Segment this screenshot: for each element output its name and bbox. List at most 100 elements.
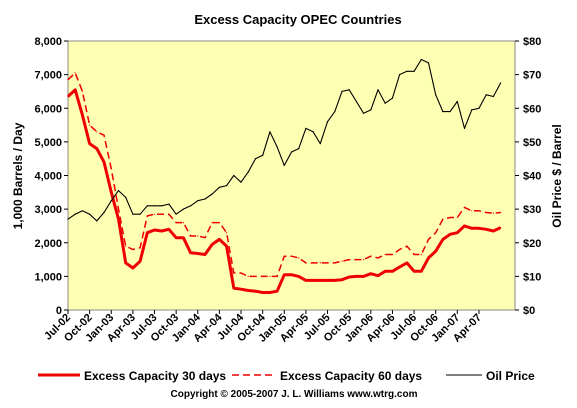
data-point-excess-60 [153, 213, 156, 215]
data-point-excess-60 [290, 255, 293, 257]
data-point-excess-60 [456, 216, 458, 219]
data-point-excess-30 [146, 232, 148, 234]
data-point-excess-30 [125, 262, 127, 264]
data-point-excess-60 [478, 210, 480, 212]
data-point-excess-60 [283, 255, 285, 257]
data-point-oil-price [226, 185, 228, 187]
data-point-excess-60 [182, 222, 184, 224]
data-point-excess-30 [305, 279, 307, 281]
data-point-oil-price [103, 211, 105, 214]
data-point-excess-30 [348, 276, 350, 278]
data-point-oil-price [182, 208, 184, 210]
data-point-oil-price [334, 111, 336, 113]
data-point-excess-30 [247, 289, 249, 292]
data-point-excess-30 [355, 275, 357, 277]
data-point-excess-60 [269, 275, 271, 277]
data-point-excess-30 [492, 230, 494, 232]
data-point-oil-price [161, 205, 163, 207]
data-point-excess-60 [305, 262, 307, 264]
data-point-excess-30 [175, 237, 177, 239]
data-point-excess-60 [492, 212, 494, 214]
legend: Excess Capacity 30 days Excess Capacity … [38, 369, 535, 383]
data-point-excess-30 [471, 227, 473, 229]
data-point-excess-30 [211, 243, 213, 245]
data-point-excess-60 [463, 206, 466, 208]
data-point-excess-30 [377, 275, 379, 277]
data-point-excess-60 [117, 208, 120, 210]
data-point-excess-60 [125, 245, 127, 247]
data-point-oil-price [298, 148, 300, 150]
data-point-excess-60 [363, 259, 365, 261]
data-point-oil-price [326, 121, 329, 123]
data-point-excess-30 [442, 238, 444, 240]
data-point-excess-60 [355, 259, 357, 261]
data-point-excess-60 [233, 272, 235, 274]
data-point-oil-price [449, 111, 451, 113]
data-point-excess-30 [254, 290, 257, 292]
data-point-oil-price [290, 151, 293, 153]
y2-tick-label: $20 [523, 238, 541, 250]
data-point-oil-price [456, 100, 458, 103]
data-point-excess-30 [276, 290, 278, 292]
data-point-excess-30 [168, 228, 170, 230]
data-point-oil-price [240, 181, 242, 183]
data-point-oil-price [233, 174, 235, 177]
data-point-excess-30 [298, 275, 300, 277]
data-point-oil-price [67, 218, 69, 220]
data-point-oil-price [406, 70, 408, 72]
data-point-oil-price [399, 74, 401, 76]
data-point-excess-60 [168, 213, 170, 215]
data-point-excess-30 [81, 114, 83, 116]
y-tick-label: 5,000 [34, 137, 62, 149]
data-point-excess-60 [240, 272, 242, 274]
plot-area [67, 40, 516, 311]
data-point-oil-price [153, 205, 156, 207]
data-point-excess-30 [117, 218, 120, 220]
series-layer [66, 58, 502, 294]
data-point-excess-60 [370, 255, 372, 257]
data-point-excess-60 [110, 168, 112, 170]
data-point-excess-30 [139, 260, 141, 262]
data-point-excess-60 [139, 247, 141, 249]
data-point-excess-30 [420, 270, 422, 272]
data-point-excess-60 [81, 90, 83, 92]
data-point-excess-30 [153, 229, 156, 231]
legend-label-excess-30: Excess Capacity 30 days [84, 369, 226, 383]
data-point-excess-30 [456, 232, 458, 234]
data-point-oil-price [89, 213, 91, 215]
data-point-excess-60 [326, 262, 329, 264]
data-point-excess-60 [435, 232, 437, 234]
data-point-oil-price [125, 196, 127, 198]
y-tick-label: 4,000 [34, 171, 62, 183]
data-point-excess-30 [406, 262, 408, 264]
y-tick-label: 2,000 [34, 238, 62, 250]
y2-tick-label: $30 [523, 204, 541, 216]
data-point-excess-60 [377, 257, 379, 259]
legend-label-excess-60: Excess Capacity 60 days [280, 369, 422, 383]
y-tick-label: 0 [56, 305, 62, 317]
data-point-excess-30 [110, 191, 112, 193]
data-point-oil-price [427, 62, 430, 64]
y2-axis-label: Oil Price $ / Barrel [550, 124, 564, 227]
data-point-excess-30 [413, 270, 415, 272]
data-point-oil-price [384, 102, 386, 104]
data-point-excess-60 [197, 235, 199, 237]
right-axis-ticks: $0 $10 $20 $30 $40 $50 $60 $70 $80 [515, 36, 541, 317]
data-point-excess-30 [197, 252, 199, 255]
y-tick-label: 3,000 [34, 204, 62, 216]
data-point-excess-60 [254, 275, 257, 277]
data-point-excess-30 [218, 238, 220, 240]
data-point-excess-30 [384, 270, 386, 272]
data-point-excess-60 [74, 72, 76, 74]
y-tick-label: 6,000 [34, 103, 62, 115]
data-point-excess-60 [146, 215, 148, 217]
data-point-excess-60 [298, 257, 300, 259]
data-point-oil-price [471, 109, 473, 111]
data-point-excess-30 [326, 279, 329, 281]
data-point-oil-price [442, 111, 444, 113]
data-point-excess-60 [132, 248, 134, 251]
x-axis-ticks: Jul-02Oct-02Jan-03Apr-03Jul-03Oct-03Jan-… [42, 310, 484, 345]
data-point-oil-price [391, 97, 393, 99]
data-point-oil-price [190, 205, 192, 207]
data-point-excess-60 [442, 218, 444, 220]
